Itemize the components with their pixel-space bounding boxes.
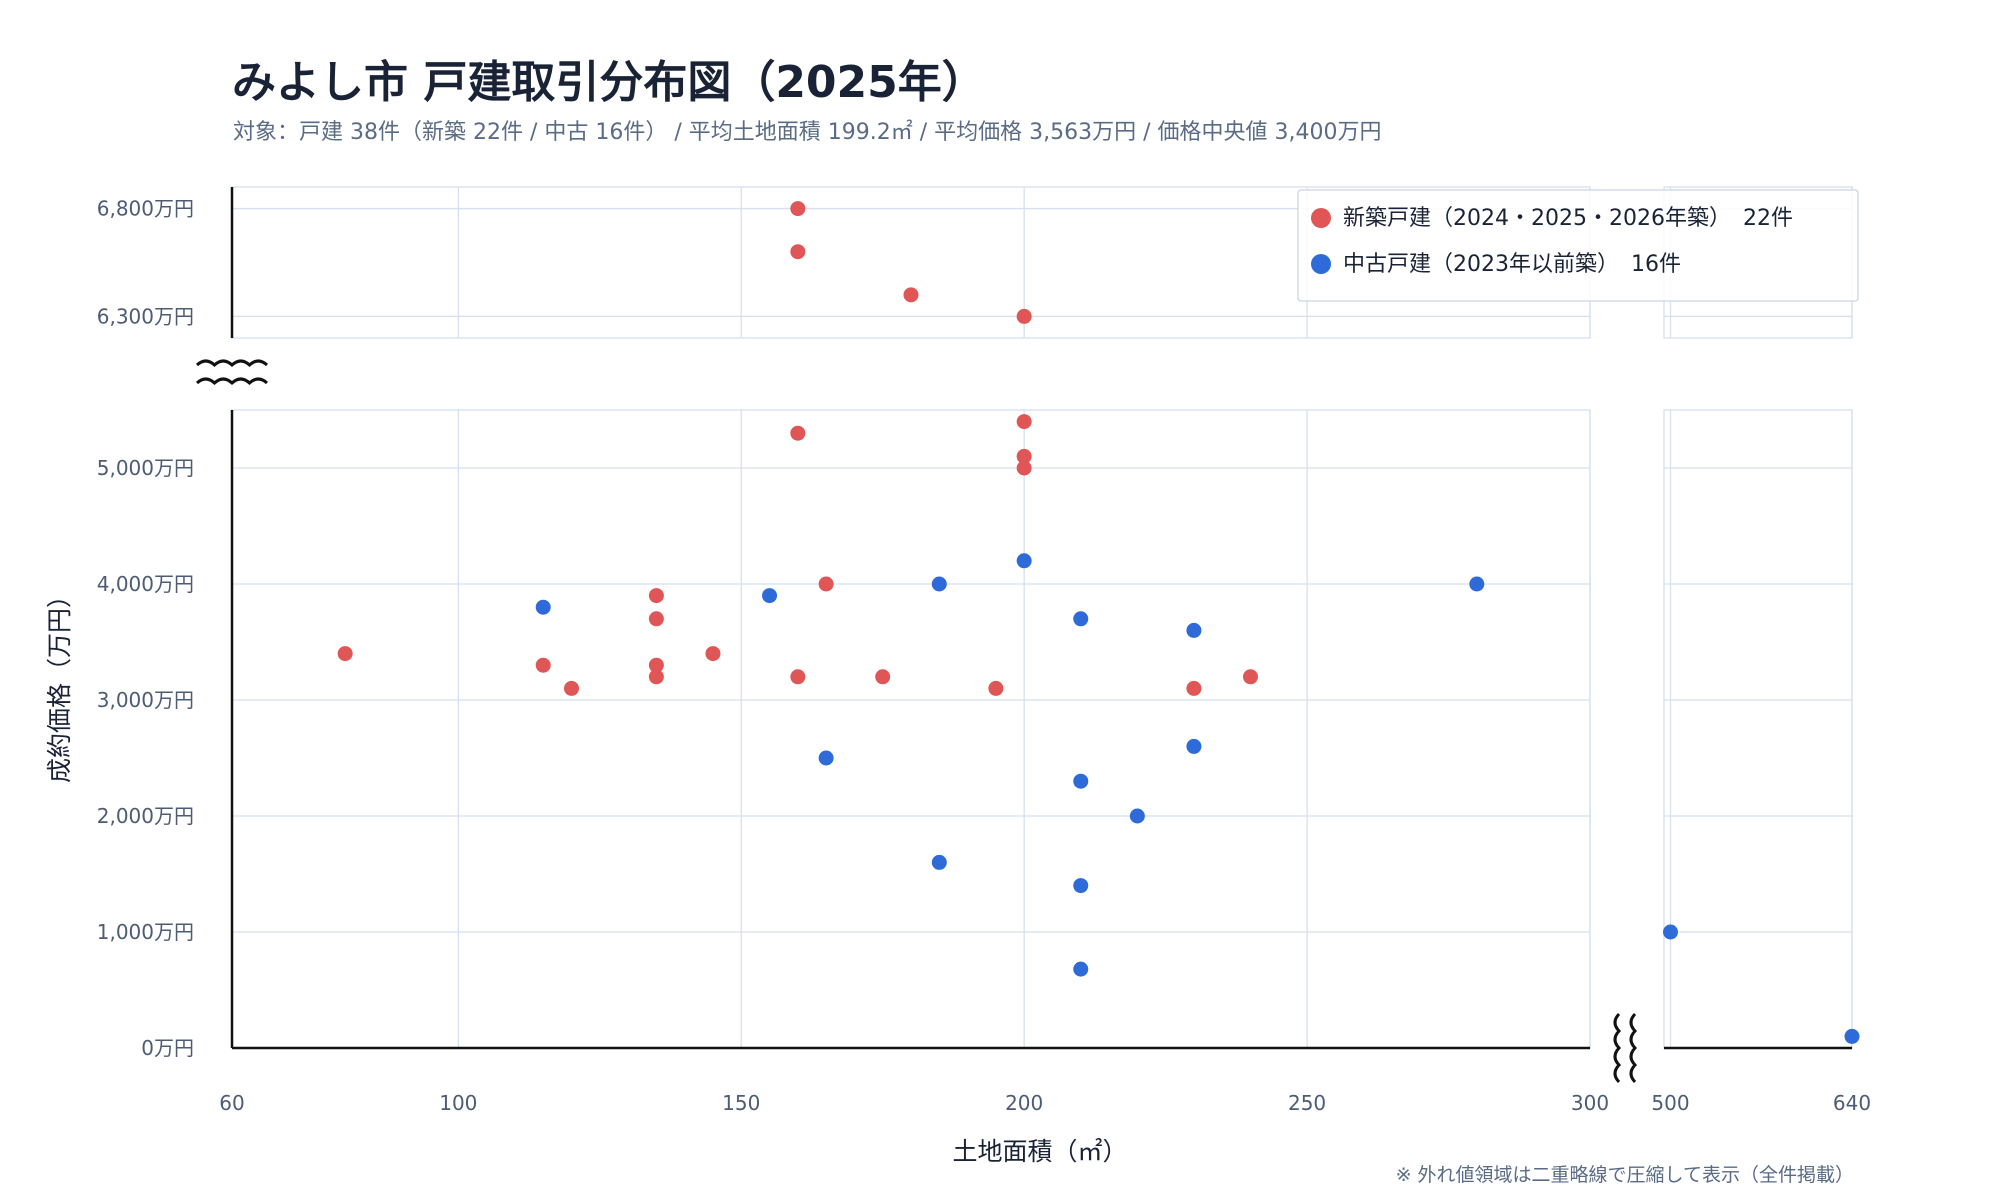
legend-marker-new <box>1311 208 1331 228</box>
y-axis-label: 成約価格（万円） <box>45 583 74 783</box>
data-point-new <box>1016 308 1032 324</box>
data-point-new <box>535 657 551 673</box>
legend-name-used: 中古戸建（2023年以前築） <box>1343 252 1619 277</box>
data-point-new <box>648 657 664 673</box>
y-axis-break-icon <box>195 377 269 386</box>
data-point-new <box>1016 414 1032 430</box>
data-point-used <box>1073 961 1089 977</box>
data-point-new <box>1243 669 1258 685</box>
y-tick-label: 1,000万円 <box>97 920 194 944</box>
chart-subtitle: 対象：戸建 38件（新築 22件 / 中古 16件） / 平均土地面積 199.… <box>233 120 1382 145</box>
panel-outlier-low <box>1663 409 1853 1049</box>
data-point-new <box>790 425 806 441</box>
data-point-used <box>1186 738 1202 754</box>
x-tick-label: 200 <box>1005 1091 1043 1115</box>
data-point-new <box>648 588 664 604</box>
x-tick-label: 150 <box>722 1091 760 1115</box>
data-point-new <box>705 646 721 662</box>
y-tick-label: 5,000万円 <box>97 456 194 480</box>
data-point-used <box>1073 611 1089 627</box>
data-point-used <box>535 599 551 615</box>
data-point-used <box>931 576 947 592</box>
data-point-new <box>1016 448 1032 464</box>
x-tick-label: 60 <box>219 1091 244 1115</box>
data-point-new <box>988 680 1004 696</box>
y-tick-label: 0万円 <box>141 1036 194 1060</box>
data-point-new <box>875 669 891 685</box>
data-point-new <box>337 646 353 662</box>
legend-name-new: 新築戸建（2024・2025・2026年築） <box>1343 206 1731 231</box>
data-point-new <box>1016 460 1032 476</box>
y-tick-label: 6,800万円 <box>97 197 194 221</box>
chart-title: みよし市 戸建取引分布図（2025年） <box>232 57 986 108</box>
data-point-used <box>931 854 947 870</box>
y-tick-label: 2,000万円 <box>97 804 194 828</box>
footnote: ※ 外れ値領域は二重略線で圧縮して表示（全件掲載） <box>1395 1164 1854 1186</box>
data-point-used <box>1186 622 1202 638</box>
x-axis-break-icon <box>1629 1012 1638 1084</box>
ticks-layer: 60 100 150 200 250 300 500 640 0万円 1,000万円 2,000万円… <box>97 197 1871 1115</box>
legend-count-new: 22件 <box>1743 206 1793 231</box>
data-point-used <box>1844 1028 1860 1044</box>
data-point-new <box>818 576 834 592</box>
legend-label-new: 新築戸建（2024・2025・2026年築） 22件 <box>1343 206 1793 231</box>
data-point-used <box>1073 878 1089 894</box>
panel-main-low <box>231 409 1591 1049</box>
legend-box <box>1297 189 1859 302</box>
y-tick-label: 4,000万円 <box>97 572 194 596</box>
data-point-new <box>790 669 806 685</box>
x-tick-label: 300 <box>1571 1091 1609 1115</box>
x-tick-label: 640 <box>1833 1091 1871 1115</box>
y-axis-break-icon <box>195 359 269 368</box>
data-point-used <box>1129 808 1145 824</box>
data-point-used <box>1662 924 1678 940</box>
data-point-new <box>1186 680 1202 696</box>
data-point-new <box>648 669 664 685</box>
data-point-used <box>1469 576 1485 592</box>
legend-label-used: 中古戸建（2023年以前築） 16件 <box>1343 252 1681 277</box>
grid-layer <box>231 186 1853 1049</box>
x-tick-label: 500 <box>1651 1091 1689 1115</box>
data-point-used <box>818 750 834 766</box>
data-point-used <box>1016 553 1032 569</box>
data-point-new <box>903 287 919 303</box>
axes-layer <box>195 187 1852 1084</box>
data-point-used <box>762 588 778 604</box>
data-point-new <box>790 244 806 260</box>
x-axis-break-icon <box>1613 1012 1622 1084</box>
x-axis-label: 土地面積（㎡） <box>952 1137 1127 1166</box>
data-point-used <box>1073 773 1089 789</box>
x-tick-label: 100 <box>439 1091 477 1115</box>
data-point-new <box>648 611 664 627</box>
y-tick-label: 3,000万円 <box>97 688 194 712</box>
points-layer <box>337 201 1860 1044</box>
x-tick-label: 250 <box>1288 1091 1326 1115</box>
data-point-new <box>790 201 806 217</box>
y-tick-label: 6,300万円 <box>97 304 194 328</box>
legend-count-used: 16件 <box>1631 252 1681 277</box>
data-point-new <box>564 680 579 696</box>
legend: 新築戸建（2024・2025・2026年築） 22件 中古戸建（2023年以前築）… <box>1297 189 1859 302</box>
legend-marker-used <box>1311 254 1331 274</box>
